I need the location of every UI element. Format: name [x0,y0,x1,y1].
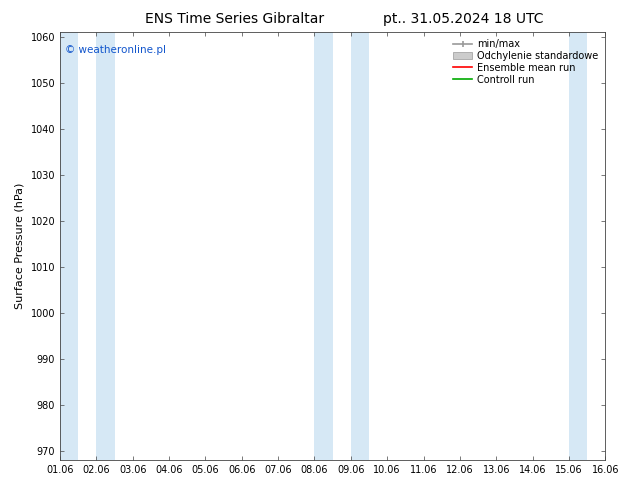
Bar [351,32,369,460]
Y-axis label: Surface Pressure (hPa): Surface Pressure (hPa) [15,183,25,309]
Bar [569,32,587,460]
Bar [605,32,623,460]
Text: ENS Time Series Gibraltar: ENS Time Series Gibraltar [145,12,324,26]
Bar [60,32,78,460]
Text: © weatheronline.pl: © weatheronline.pl [65,45,167,55]
Legend: min/max, Odchylenie standardowe, Ensemble mean run, Controll run: min/max, Odchylenie standardowe, Ensembl… [451,37,600,87]
Bar [314,32,333,460]
Bar [96,32,115,460]
Text: pt.. 31.05.2024 18 UTC: pt.. 31.05.2024 18 UTC [382,12,543,26]
